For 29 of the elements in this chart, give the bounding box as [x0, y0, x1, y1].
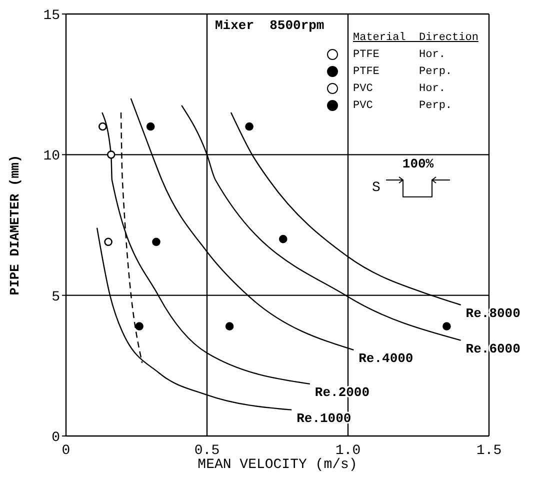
- point: [104, 238, 112, 246]
- point: [442, 322, 451, 330]
- legend-label: PVC Perp.: [353, 100, 452, 112]
- point: [278, 234, 288, 244]
- y-tick-label: 5: [52, 289, 60, 306]
- y-tick-label: 15: [43, 8, 60, 24]
- annotation: S: [372, 180, 380, 196]
- legend-label: PVC Hor.: [353, 82, 446, 94]
- x-axis-title: MEAN VELOCITY (m/s): [198, 457, 358, 473]
- y-tick-label: 10: [43, 148, 60, 165]
- legend-label: PTFE Hor.: [353, 48, 446, 60]
- annotation: 100%: [402, 156, 434, 172]
- point: [152, 238, 160, 246]
- series-label: Re.4000: [358, 350, 414, 366]
- legend-title: Material Direction: [353, 32, 478, 44]
- x-tick-label: 0.5: [194, 442, 220, 459]
- legend-label: PTFE Perp.: [353, 66, 452, 78]
- point: [146, 122, 155, 131]
- y-axis-title: PIPE DIAMETER (mm): [8, 154, 23, 296]
- point: [245, 122, 254, 131]
- x-tick-label: 0: [62, 442, 70, 459]
- x-tick-label: 1.5: [476, 442, 502, 459]
- y-tick-label: 0: [52, 430, 60, 446]
- point: [225, 322, 234, 330]
- point: [135, 322, 144, 330]
- point: [98, 122, 107, 131]
- annotation: Mixer 8500rpm: [215, 18, 324, 33]
- x-tick-label: 1.0: [335, 442, 361, 459]
- point: [106, 150, 116, 159]
